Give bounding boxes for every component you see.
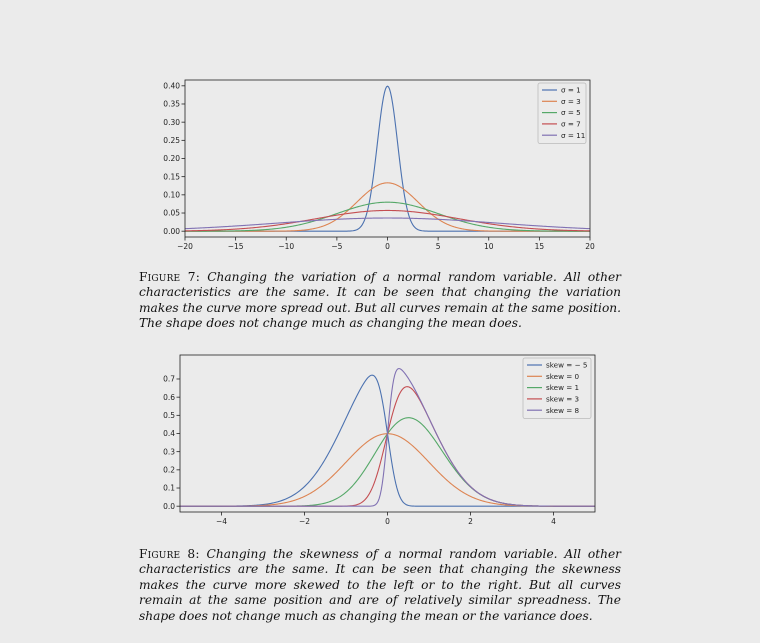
y-tick-label: 0.1 <box>163 484 175 493</box>
skewness-chart: −4 −2 0 2 4 0.0 0.1 0.2 0.3 0.4 0.5 0.6 0.7 skew = − … <box>163 354 596 526</box>
series-line-4 <box>180 367 595 507</box>
y-tick-label: 0.3 <box>163 447 175 456</box>
x-tick-label: 5 <box>436 242 441 251</box>
series-line-1 <box>185 182 590 232</box>
legend-label: skew = 0 <box>546 372 580 381</box>
legend-label: σ = 3 <box>561 97 581 106</box>
y-tick-label: 0.15 <box>163 172 180 181</box>
figure-8-label: Figure 8: <box>139 547 200 561</box>
x-tick-label: −2 <box>299 517 310 526</box>
legend: σ = 1 σ = 3 σ = 5 σ = 7 σ = 11 <box>537 82 587 144</box>
x-tick-label: −15 <box>228 242 244 251</box>
y-tick-label: 0.00 <box>163 227 180 236</box>
legend-label: σ = 5 <box>561 108 581 117</box>
series-line-4 <box>184 217 591 230</box>
x-tick-label: 0 <box>385 517 390 526</box>
y-tick-label: 0.35 <box>163 100 180 109</box>
x-tick-label: 2 <box>468 517 473 526</box>
y-tick-label: 0.7 <box>163 375 175 384</box>
x-tick-label: 10 <box>484 242 494 251</box>
figure-8-caption: Figure 8: Changing the skewness of a nor… <box>139 547 621 624</box>
y-tick-label: 0.30 <box>163 118 180 127</box>
x-tick-label: −10 <box>278 242 294 251</box>
y-tick-label: 0.20 <box>163 154 180 163</box>
y-tick-label: 0.2 <box>163 465 175 474</box>
variance-chart: −20 −15 −10 −5 0 5 10 15 20 0.00 0.05 0.10 0.15 0.20 0… <box>163 79 595 251</box>
legend: skew = − 5 skew = 0 skew = 1 skew = 3 skew =… <box>522 357 592 419</box>
figure-7-text: Changing the variation of a normal rando… <box>139 270 621 331</box>
figure-8-text: Changing the skewness of a normal random… <box>139 547 621 623</box>
legend-label: skew = − 5 <box>546 361 587 370</box>
y-tick-label: 0.4 <box>163 429 175 438</box>
y-tick-label: 0.10 <box>163 190 180 199</box>
legend-label: σ = 7 <box>561 120 581 129</box>
x-tick-label: 0 <box>385 242 390 251</box>
legend-label: skew = 1 <box>546 383 579 392</box>
y-tick-label: 0.05 <box>163 209 180 218</box>
y-tick-label: 0.25 <box>163 136 180 145</box>
y-tick-label: 0.0 <box>163 502 175 511</box>
figure-7-caption: Figure 7: Changing the variation of a no… <box>139 270 621 332</box>
series-line-2 <box>184 201 591 232</box>
legend-label: σ = 1 <box>561 86 581 95</box>
legend-label: skew = 8 <box>546 406 580 415</box>
x-tick-label: 20 <box>585 242 595 251</box>
x-tick-label: 15 <box>535 242 545 251</box>
x-tick-label: 4 <box>551 517 556 526</box>
legend-label: skew = 3 <box>546 395 579 404</box>
x-tick-label: −5 <box>331 242 342 251</box>
legend-label: σ = 11 <box>561 131 585 140</box>
series-line-3 <box>184 209 591 232</box>
figure-7-label: Figure 7: <box>139 270 201 284</box>
y-tick-label: 0.40 <box>163 81 180 90</box>
x-tick-label: −20 <box>177 242 193 251</box>
x-tick-label: −4 <box>216 517 227 526</box>
y-tick-label: 0.5 <box>163 411 175 420</box>
y-tick-label: 0.6 <box>163 393 175 402</box>
